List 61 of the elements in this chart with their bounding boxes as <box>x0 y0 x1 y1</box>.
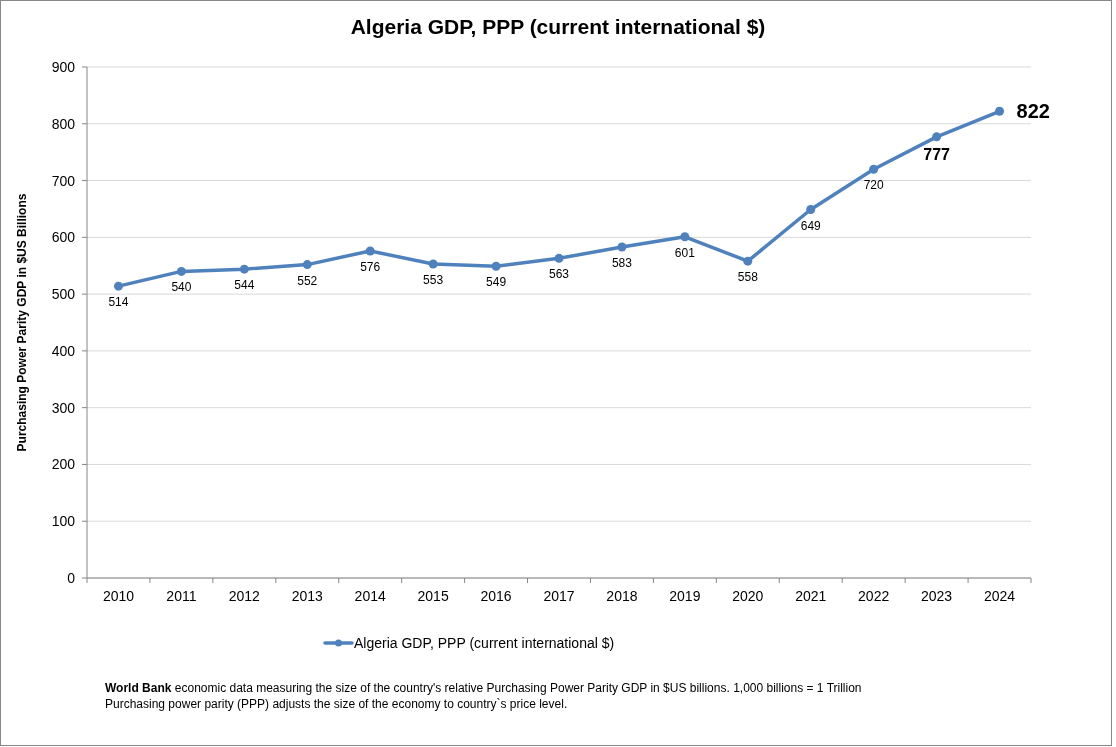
y-tick-label: 500 <box>51 286 76 303</box>
y-tick-label: 900 <box>51 59 76 75</box>
point <box>428 259 438 269</box>
legend-label: Algeria GDP, PPP (current international $) <box>354 635 615 651</box>
x-tick-label: 2024 <box>983 588 1016 604</box>
data-label: 514 <box>108 295 129 310</box>
data-label: 720 <box>863 178 884 193</box>
data-label: 540 <box>171 280 192 295</box>
data-label: 601 <box>674 245 696 260</box>
y-tick-label: 0 <box>67 570 76 586</box>
point <box>554 253 564 263</box>
text: economic data measuring the size of the country's relative Purchasing Power Parity GDP in $US billions. 1,000 billions = 1 Trillion <box>171 681 862 695</box>
point <box>995 106 1005 116</box>
point <box>365 246 375 256</box>
x-tick-label: 2019 <box>669 588 701 604</box>
y-tick-label: 200 <box>51 456 76 473</box>
point <box>491 261 501 271</box>
y-axis-title: Purchasing Power Parity GDP in $US Billions <box>15 193 29 452</box>
point <box>680 232 690 242</box>
x-tick-label: 2011 <box>166 588 197 604</box>
x-tick-label: 2018 <box>606 588 638 604</box>
x-tick-label: 2022 <box>858 588 890 604</box>
x-tick-label: 2021 <box>795 588 827 604</box>
y-tick-label: 300 <box>51 399 76 416</box>
data-label: 563 <box>548 267 570 282</box>
point <box>869 164 879 174</box>
text: Purchasing power parity (PPP) adjusts the size of the economy to country`s price level. <box>105 697 568 711</box>
data-label: 576 <box>360 259 381 274</box>
data-label: 552 <box>297 273 318 288</box>
point <box>302 260 312 270</box>
x-tick-label: 2023 <box>921 588 953 604</box>
x-tick-label: 2017 <box>543 588 575 604</box>
x-tick-label: 2016 <box>480 588 512 604</box>
point <box>806 205 816 215</box>
y-tick-label: 800 <box>51 115 76 132</box>
data-label: 549 <box>486 275 507 290</box>
point <box>176 266 186 276</box>
data-label: 553 <box>423 273 444 288</box>
data-label: 649 <box>800 218 822 233</box>
y-tick-label: 100 <box>51 513 76 530</box>
text: World Bank <box>105 681 172 695</box>
y-tick-label: 700 <box>51 172 76 189</box>
chart-title: Algeria GDP, PPP (current international $) <box>350 15 766 38</box>
data-label: 583 <box>611 255 633 270</box>
data-label: 822 <box>1016 100 1050 123</box>
x-tick-label: 2010 <box>102 588 135 604</box>
point <box>932 132 942 142</box>
data-label: 544 <box>234 278 255 293</box>
x-tick-label: 2020 <box>732 588 764 604</box>
point <box>617 242 627 252</box>
data-label: 558 <box>737 270 759 285</box>
point <box>743 256 753 266</box>
x-tick-label: 2014 <box>354 588 386 604</box>
point <box>239 264 249 274</box>
x-tick-label: 2013 <box>291 588 324 604</box>
point <box>113 281 123 291</box>
x-tick-label: 2012 <box>228 588 261 604</box>
y-tick-label: 600 <box>51 229 76 246</box>
x-tick-label: 2015 <box>417 588 449 604</box>
data-label: 777 <box>923 145 951 163</box>
y-tick-label: 400 <box>51 342 76 359</box>
